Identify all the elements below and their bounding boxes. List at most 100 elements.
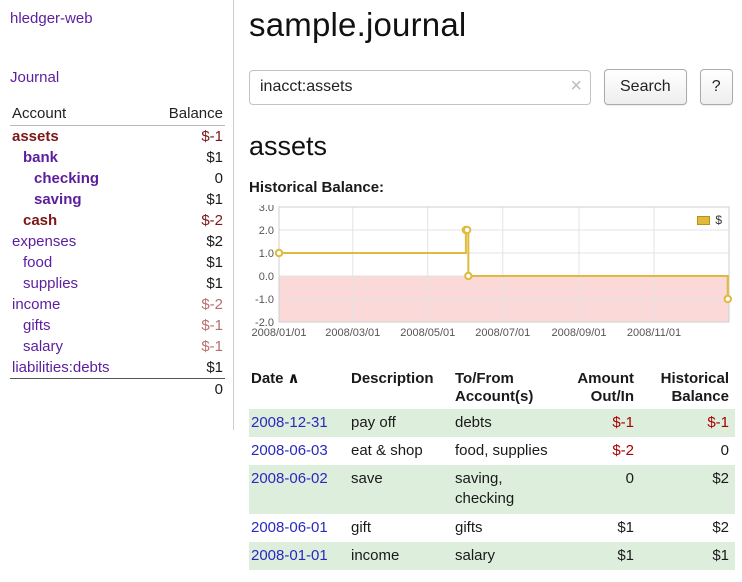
account-link[interactable]: income [12,296,61,313]
account-row: income $-2 [10,294,225,315]
chart-legend: $ [694,212,725,228]
legend-series-label: $ [715,213,722,227]
account-balance: $2 [206,233,223,250]
account-name-cell: food [10,252,147,273]
y-axis-tick-label: 0.0 [259,271,274,283]
balance-cell: $-1 [707,413,729,431]
account-row: food $1 [10,252,225,273]
account-balance: $1 [206,191,223,208]
amount-cell: $1 [617,518,634,536]
account-name-cell: liabilities:debts [10,357,147,379]
y-axis-tick-label: 1.0 [259,248,274,260]
transaction-date-link[interactable]: 2008-06-03 [251,441,328,459]
transaction-date-link[interactable]: 2008-06-01 [251,518,328,536]
data-point [274,248,284,258]
transaction-date-link[interactable]: 2008-12-31 [251,413,328,431]
account-link[interactable]: food [23,254,53,271]
account-link[interactable]: bank [23,149,59,166]
account-link[interactable]: assets [12,128,59,145]
sort-ascending-icon: ∧ [287,370,300,387]
y-axis-tick-label: -1.0 [255,294,274,306]
register-row: 2008-01-01 income salary $1 $1 [249,541,735,571]
amount-cell: $1 [617,546,634,564]
accounts-header-row: Account Balance [10,102,225,126]
account-row: bank $1 [10,147,225,168]
account-row: expenses $2 [10,231,225,252]
account-balance: 0 [214,170,223,187]
account-row: supplies $1 [10,273,225,294]
accounts-cell: debts [455,413,492,431]
balance-chart: 3.0 2.0 1.0 0.0 -1.0 -2.0 2008/01/01 2008/03/01… [249,202,735,346]
amount-cell: $-2 [612,441,634,459]
account-link[interactable]: salary [23,338,64,355]
date-cell: 2008-06-01 [249,514,345,542]
register-row: 2008-06-02 save saving, checking 0 $2 [249,465,735,514]
search-button[interactable]: Search [604,69,687,105]
sidebar-journal-link[interactable]: Journal [10,69,60,86]
accounts-col-balance: Balance [146,102,225,126]
date-cell: 2008-12-31 [249,409,345,437]
account-balance: $1 [206,359,223,376]
data-point [464,271,473,281]
account-link[interactable]: gifts [23,317,51,334]
register-col-balance: Historical Balance [660,370,729,406]
account-heading: assets [249,131,328,161]
account-name-cell: gifts [10,315,147,336]
description-cell: income [351,546,400,564]
account-name-cell: salary [10,336,147,357]
transaction-date-link[interactable]: 2008-01-01 [251,546,328,564]
description-cell: save [351,470,383,488]
account-balance: $1 [206,275,223,292]
description-cell: gift [351,518,372,536]
balance-cell: $1 [712,546,729,564]
account-balance: $-1 [201,317,223,334]
search-form: × Search ? [249,69,735,105]
search-input[interactable] [249,69,591,105]
app-title-link[interactable]: hledger-web [10,10,93,27]
account-name-cell: bank [10,147,147,168]
account-link[interactable]: checking [34,170,100,187]
account-balance: $-2 [201,212,223,229]
date-cell: 2008-06-03 [249,437,345,465]
date-cell: 2008-01-01 [249,542,345,570]
register-col-accounts: To/From Account(s) [455,370,534,406]
register-col-date[interactable]: Date ∧ [249,368,345,409]
account-link[interactable]: supplies [23,275,79,292]
account-balance: $1 [206,149,223,166]
register-row: 2008-12-31 pay off debts $-1 $-1 [249,408,735,437]
register-row: 2008-06-03 eat & shop food, supplies $-2 0 [249,437,735,465]
sidebar: hledger-web Journal Account Balance asse… [0,0,234,430]
accounts-cell: gifts [455,518,483,536]
register-row: 2008-06-01 gift gifts $1 $2 [249,514,735,542]
accounts-cell: saving, checking [455,470,515,508]
accounts-cell: food, supplies [455,441,548,459]
balance-cell: 0 [720,441,729,459]
account-link[interactable]: saving [34,191,82,208]
x-axis-tick-label: 2008/07/01 [475,327,530,339]
account-name-cell: income [10,294,147,315]
description-cell: pay off [351,413,396,431]
accounts-cell: salary [455,546,496,564]
account-link[interactable]: expenses [12,233,77,250]
account-balance: $1 [206,254,223,271]
account-name-cell: supplies [10,273,147,294]
help-button[interactable]: ? [699,69,733,105]
chart-title: Historical Balance: [249,179,385,196]
account-row: gifts $-1 [10,315,225,336]
clear-search-icon[interactable]: × [570,75,582,98]
account-link[interactable]: liabilities:debts [12,359,110,376]
amount-cell: $-1 [612,413,634,431]
x-axis-tick-label: 2008/05/01 [400,327,455,339]
account-name-cell: assets [10,126,147,148]
transaction-date-link[interactable]: 2008-06-02 [251,470,328,488]
register-table: Date ∧ Description To/From Account(s) Amo… [249,368,735,571]
account-row: liabilities:debts $1 [10,357,225,379]
account-balance: $-1 [201,338,223,355]
account-name-cell: cash [10,210,147,231]
account-link[interactable]: cash [23,212,58,229]
app-root: hledger-web Journal Account Balance asse… [0,0,735,571]
account-balance: $-1 [201,128,223,145]
data-point [462,225,472,235]
accounts-total-balance: 0 [146,378,225,400]
